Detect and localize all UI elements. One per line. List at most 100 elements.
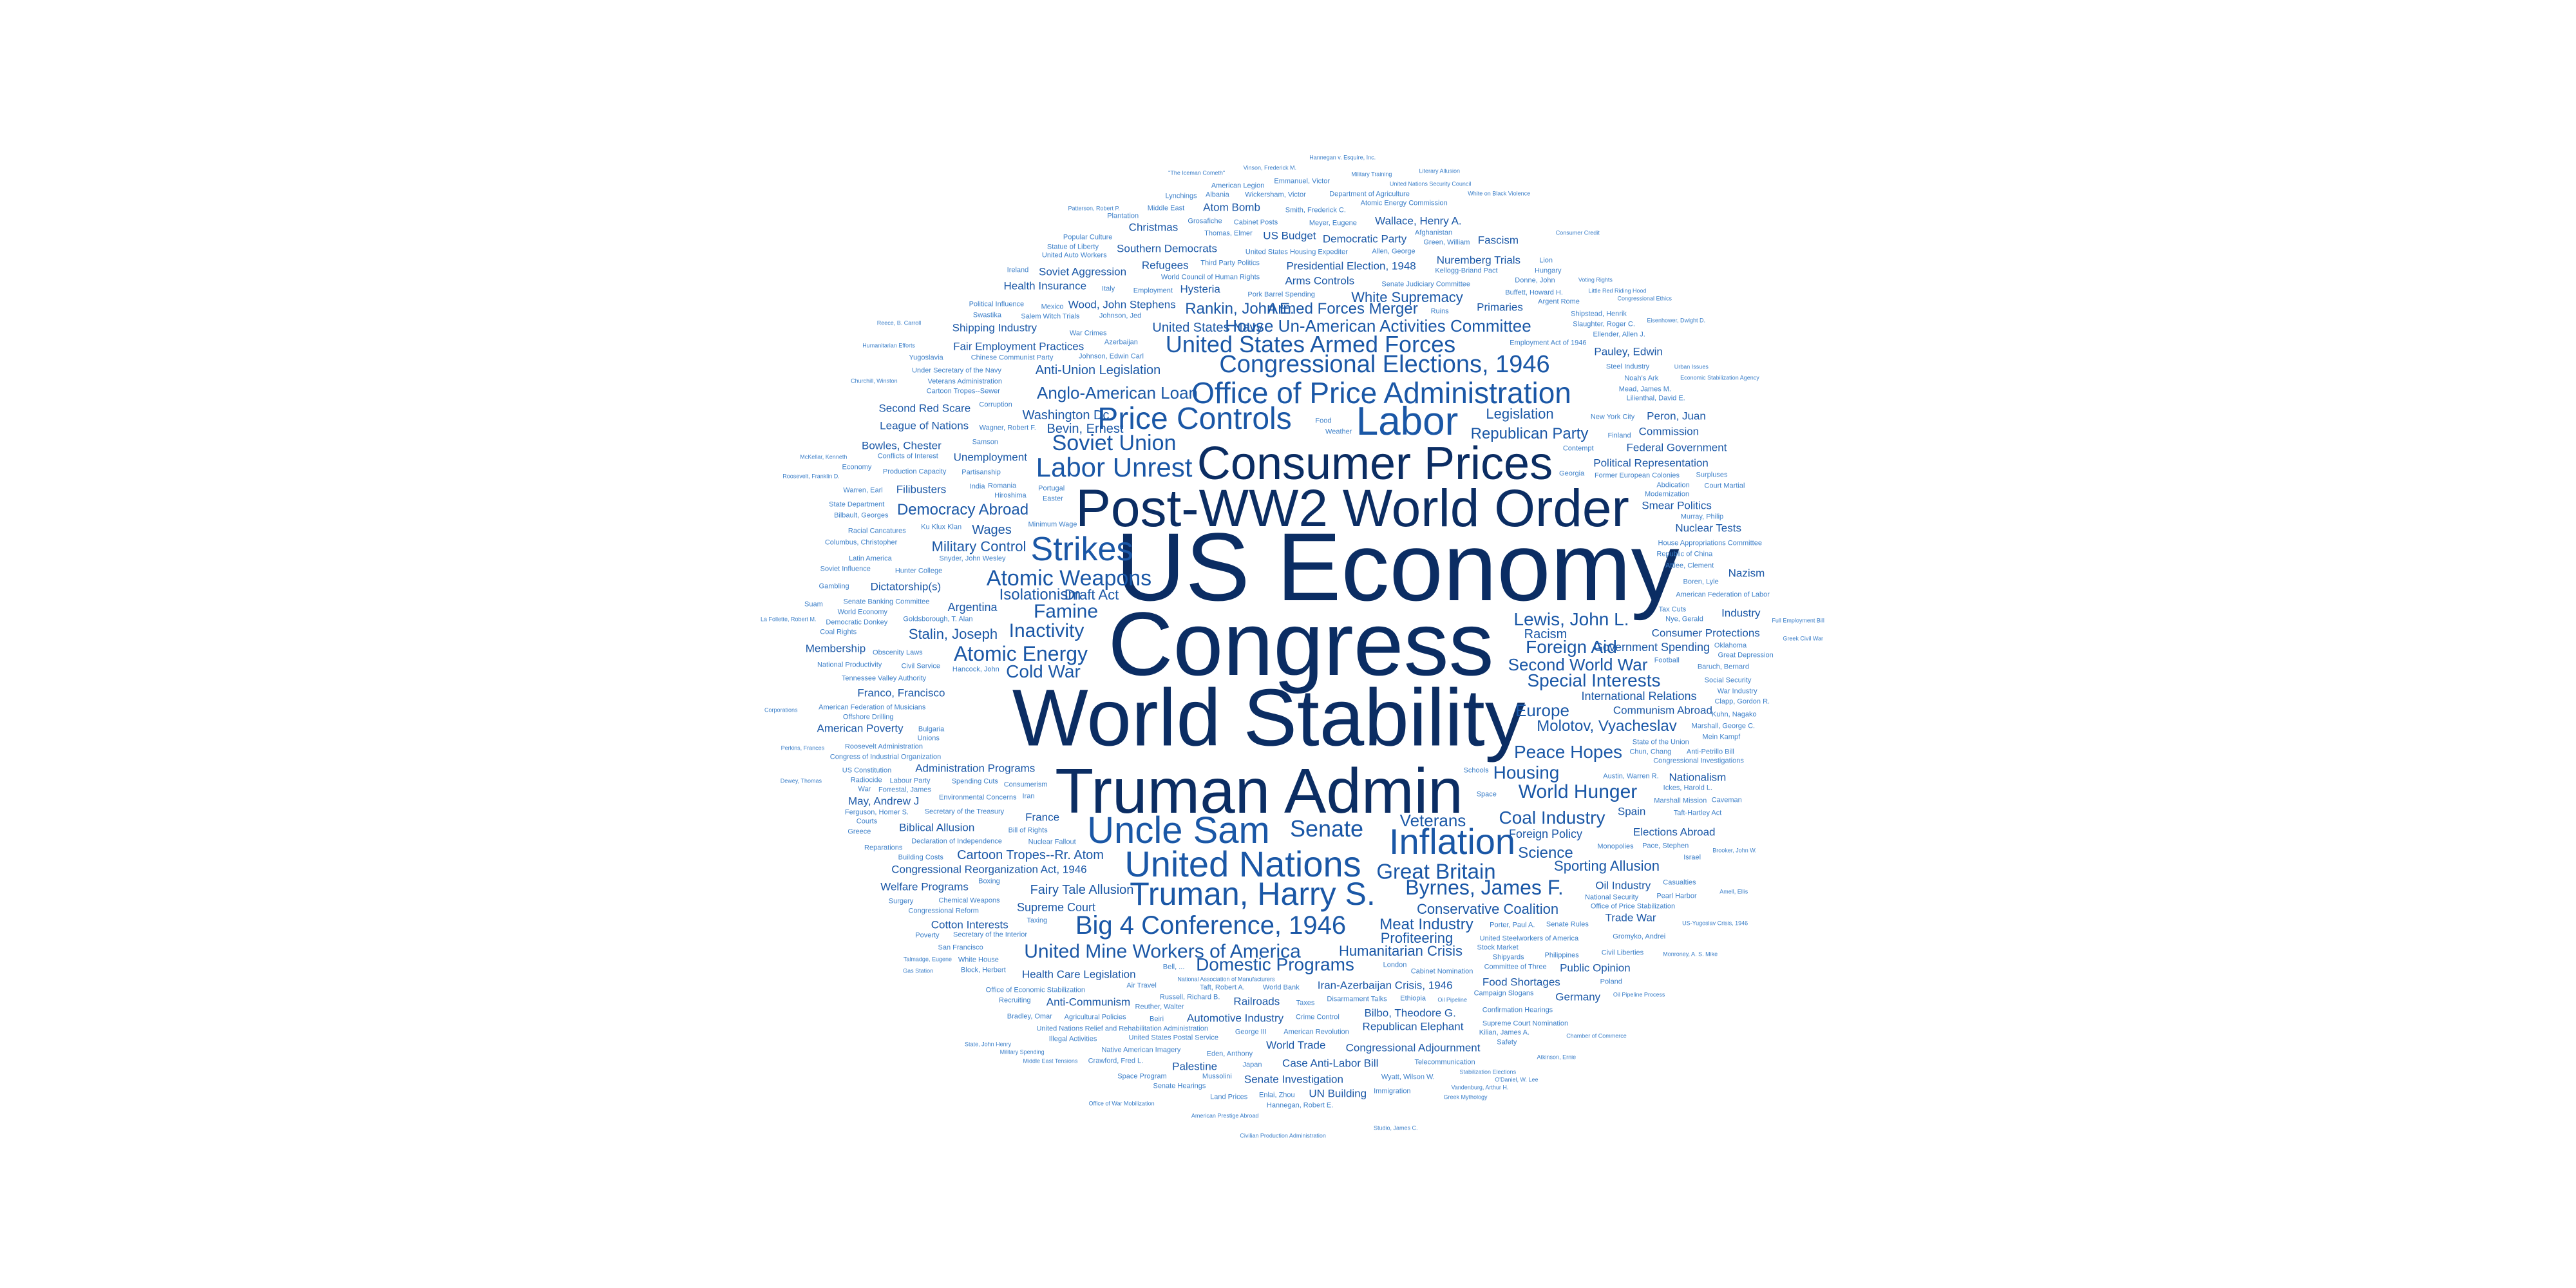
word-noah-s-ark[interactable]: Noah's Ark: [1624, 374, 1659, 383]
word-nuclear-fallout[interactable]: Nuclear Fallout: [1028, 838, 1076, 846]
word-plantation[interactable]: Plantation: [1107, 212, 1139, 220]
word-democratic-party[interactable]: Democratic Party: [1322, 232, 1407, 245]
word-league-of-nations[interactable]: League of Nations: [880, 419, 969, 432]
word-oil-industry[interactable]: Oil Industry: [1595, 879, 1651, 892]
word-afghanistan[interactable]: Afghanistan: [1414, 229, 1453, 237]
word-dictatorship-s[interactable]: Dictatorship(s): [870, 580, 942, 593]
word-donne-john[interactable]: Donne, John: [1515, 276, 1555, 285]
word-second-world-war[interactable]: Second World War: [1508, 655, 1648, 674]
word-war[interactable]: War: [858, 785, 871, 793]
word-wood-john-stephens[interactable]: Wood, John Stephens: [1068, 298, 1176, 311]
word-offshore-drilling[interactable]: Offshore Drilling: [842, 713, 894, 721]
word-perkins-frances[interactable]: Perkins, Frances: [781, 744, 825, 752]
word-italy[interactable]: Italy: [1101, 285, 1115, 293]
word-mussolini[interactable]: Mussolini: [1202, 1072, 1232, 1081]
word-public-opinion[interactable]: Public Opinion: [1560, 961, 1631, 974]
word-india[interactable]: India: [969, 482, 985, 491]
word-corruption[interactable]: Corruption: [979, 401, 1012, 409]
word-welfare-programs[interactable]: Welfare Programs: [880, 880, 969, 893]
word-republic-of-china[interactable]: Republic of China: [1656, 550, 1713, 558]
word-taxing[interactable]: Taxing: [1027, 916, 1048, 925]
word-middle-east-tensions[interactable]: Middle East Tensions: [1023, 1057, 1078, 1065]
word-atomic-energy[interactable]: Atomic Energy: [953, 642, 1088, 665]
word-ickes-harold-l[interactable]: Ickes, Harold L.: [1663, 784, 1713, 792]
word-football[interactable]: Football: [1654, 656, 1680, 665]
word-statue-of-liberty[interactable]: Statue of Liberty: [1046, 243, 1099, 251]
word-post-ww2-world-order[interactable]: Post-WW2 World Order: [1075, 479, 1629, 538]
word-lion[interactable]: Lion: [1539, 256, 1553, 265]
word-hiroshima[interactable]: Hiroshima: [994, 491, 1027, 500]
word-boren-lyle[interactable]: Boren, Lyle: [1683, 578, 1719, 586]
word-hungary[interactable]: Hungary: [1534, 267, 1562, 275]
word-samson[interactable]: Samson: [972, 438, 998, 446]
word-ireland[interactable]: Ireland: [1007, 266, 1029, 274]
word-world-bank[interactable]: World Bank: [1262, 983, 1300, 992]
word-nazism[interactable]: Nazism: [1728, 567, 1765, 580]
word-little-red-riding-hood[interactable]: Little Red Riding Hood: [1588, 287, 1647, 294]
word-government-spending[interactable]: Government Spending: [1593, 641, 1710, 654]
word-filibusters[interactable]: Filibusters: [896, 483, 947, 496]
word-national-productivity[interactable]: National Productivity: [817, 661, 882, 669]
word-world-hunger[interactable]: World Hunger: [1518, 781, 1638, 802]
word-political-influence[interactable]: Political Influence: [969, 300, 1025, 308]
word-wyatt-wilson-w[interactable]: Wyatt, Wilson W.: [1381, 1073, 1435, 1081]
word-bevin-ernest[interactable]: Bevin, Ernest: [1046, 422, 1124, 436]
word-poverty[interactable]: Poverty: [915, 931, 940, 940]
word-national-association-of-manufacturers[interactable]: National Association of Manufacturers: [1177, 976, 1275, 983]
word-beiri[interactable]: Beiri: [1150, 1015, 1164, 1023]
word-partisanship[interactable]: Partisanship: [961, 468, 1001, 477]
word-military-training[interactable]: Military Training: [1351, 171, 1392, 178]
word-former-european-colonies[interactable]: Former European Colonies: [1594, 471, 1680, 480]
word-trade-war[interactable]: Trade War: [1605, 911, 1656, 924]
word-nuclear-tests[interactable]: Nuclear Tests: [1675, 522, 1741, 535]
word-lynchings[interactable]: Lynchings: [1165, 192, 1197, 200]
word-austin-warren-r[interactable]: Austin, Warren R.: [1603, 772, 1659, 781]
word-poland[interactable]: Poland: [1600, 978, 1622, 986]
word-nationalism[interactable]: Nationalism: [1669, 771, 1727, 784]
word-george-iii[interactable]: George III: [1235, 1028, 1267, 1036]
word-cotton-interests[interactable]: Cotton Interests: [931, 918, 1009, 931]
word-minimum-wage[interactable]: Minimum Wage: [1028, 520, 1077, 529]
word-safety[interactable]: Safety: [1497, 1038, 1517, 1046]
word-franco-francisco[interactable]: Franco, Francisco: [857, 687, 945, 699]
word-primaries[interactable]: Primaries: [1477, 301, 1523, 314]
word-consumer-prices[interactable]: Consumer Prices: [1197, 438, 1553, 489]
word-stock-market[interactable]: Stock Market: [1477, 943, 1519, 952]
word-green-william[interactable]: Green, William: [1423, 238, 1470, 247]
word-supreme-court[interactable]: Supreme Court: [1016, 901, 1096, 914]
word-building-costs[interactable]: Building Costs: [898, 853, 943, 862]
word-economy[interactable]: Economy: [842, 463, 872, 471]
word-swastika[interactable]: Swastika: [972, 311, 1001, 319]
word-taft-robert-a[interactable]: Taft, Robert A.: [1200, 983, 1245, 992]
word-christmas[interactable]: Christmas: [1128, 221, 1179, 234]
word-soviet-influence[interactable]: Soviet Influence: [820, 565, 871, 573]
word-steel-industry[interactable]: Steel Industry: [1605, 363, 1650, 371]
word-house-un-american-activities-committee[interactable]: House Un-American Activities Committee: [1225, 316, 1531, 336]
word-atkinson-ernie[interactable]: Atkinson, Ernie: [1537, 1054, 1577, 1061]
word-senate-hearings[interactable]: Senate Hearings: [1153, 1082, 1206, 1090]
word-american-revolution[interactable]: American Revolution: [1283, 1028, 1349, 1036]
word-monroney-a-s-mike[interactable]: Monroney, A. S. Mike: [1663, 951, 1718, 958]
word-international-relations[interactable]: International Relations: [1581, 690, 1697, 703]
word-baruch-bernard[interactable]: Baruch, Bernard: [1697, 663, 1749, 671]
word-white-house[interactable]: White House: [958, 956, 999, 964]
word-taxes[interactable]: Taxes: [1296, 999, 1315, 1007]
word-political-representation[interactable]: Political Representation: [1593, 457, 1709, 469]
word-columbus-christopher[interactable]: Columbus, Christopher: [824, 538, 898, 547]
word-grosafiche[interactable]: Grosafiche: [1188, 217, 1222, 225]
word-american-poverty[interactable]: American Poverty: [817, 722, 904, 735]
word-economic-stabilization-agency[interactable]: Economic Stabilization Agency: [1680, 374, 1759, 381]
word-truman-admin[interactable]: Truman Admin: [1055, 755, 1463, 826]
word-thomas-elmer[interactable]: Thomas, Elmer: [1204, 229, 1253, 238]
word-reece-b-carroll[interactable]: Reece, B. Carroll: [876, 319, 922, 327]
word-azerbaijan[interactable]: Azerbaijan: [1104, 338, 1138, 346]
word-unions[interactable]: Unions: [917, 734, 940, 743]
word-world-stability[interactable]: World Stability: [1012, 673, 1526, 763]
word-france[interactable]: France: [1025, 811, 1060, 824]
word-confirmation-hearings[interactable]: Confirmation Hearings: [1482, 1006, 1553, 1014]
word-united-states-armed-forces[interactable]: United States Armed Forces: [1165, 331, 1456, 357]
word-soviet-union[interactable]: Soviet Union: [1052, 431, 1177, 455]
word-railroads[interactable]: Railroads: [1233, 995, 1280, 1008]
word-schools[interactable]: Schools: [1463, 766, 1489, 775]
word-consumer-credit[interactable]: Consumer Credit: [1555, 229, 1600, 236]
